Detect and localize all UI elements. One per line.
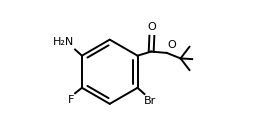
Text: F: F (68, 95, 75, 105)
Text: H₂N: H₂N (53, 38, 75, 47)
Text: O: O (168, 40, 176, 51)
Text: O: O (147, 22, 156, 32)
Text: Br: Br (144, 96, 157, 106)
